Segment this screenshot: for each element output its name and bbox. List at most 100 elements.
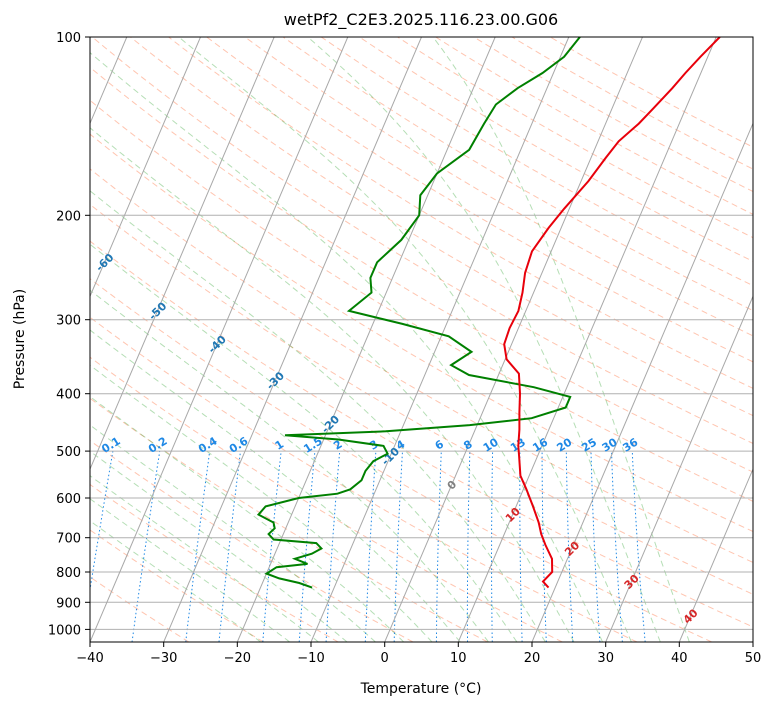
x-tick-label: −40 [76,651,103,666]
dry-adiabats [90,37,753,642]
y-tick-label: 200 [56,209,81,224]
x-axis-label: Temperature (°C) [360,681,482,697]
dry-adiabat-line [206,37,753,363]
y-tick-label: 1000 [48,623,81,638]
isotherm-line [384,37,643,642]
isotherm-line [90,37,201,298]
dry-adiabat-line [90,168,753,563]
isotherm-label: -80 [0,130,21,153]
mixing-ratio-line [590,451,601,642]
isotherm-line [678,467,753,642]
pressure-gridlines [90,37,753,630]
isotherm-line [457,37,717,642]
mixing-ratio-line [611,451,623,642]
moist-adiabat-line [307,37,661,642]
dry-adiabat-line [90,356,563,642]
mixing-ratio-label: 0.1 [99,434,122,455]
x-tick-label: 40 [671,651,688,666]
isotherm-label: -30 [264,369,287,392]
x-tick-label: −20 [224,651,251,666]
moist-adiabat-line [90,289,489,642]
mixing-ratio-lines [90,451,646,642]
mixing-ratio-line [262,451,282,642]
mixing-ratio-label: 16 [530,435,550,454]
chart-title: wetPf2_C2E3.2025.116.23.00.G06 [284,10,558,30]
mixing-ratio-label: 0.6 [227,434,251,456]
moist-adiabat-line [90,424,376,642]
dry-adiabat-line [90,203,753,595]
plot-frame [89,36,754,643]
mixing-ratio-line [218,451,241,642]
moist-adiabat-line [90,51,604,642]
dewpoint-series-line [256,37,581,589]
moist-adiabat-line [90,127,575,642]
mixing-ratio-label: 20 [555,435,575,454]
mixing-ratio-line [491,451,494,642]
mixing-ratio-label: 8 [461,438,474,453]
mixing-ratio-label: 0.4 [196,434,220,456]
mixing-ratio-line [364,451,377,642]
x-tick-label: 10 [450,651,467,666]
dry-adiabat-line [90,133,753,533]
isotherm-line [531,122,753,642]
dry-adiabat-line [90,278,712,642]
isotherm-line [163,37,422,642]
dry-adiabat-line [511,37,753,170]
mixing-ratio-label: 10 [481,435,501,454]
dry-adiabat-line [90,397,488,642]
moist-adiabat-line [90,450,348,642]
mixing-ratio-line [90,451,114,593]
temperature-series-line [503,37,721,589]
moist-adiabat-line [90,364,433,642]
x-tick-label: −10 [297,651,324,666]
y-tick-label: 900 [56,596,81,611]
y-tick-label: 700 [56,532,81,547]
mixing-ratio-line [466,451,471,642]
moist-adiabat-line [90,395,405,642]
dry-adiabat-line [90,240,753,628]
isotherm-line [90,37,349,642]
y-axis-ticks: 1000 900 800 700 600 500 400 300 200 100 [48,31,90,638]
isotherm-label: -60 [93,251,116,274]
y-tick-label: 300 [56,314,81,329]
isotherm-line [310,37,570,642]
dry-adiabat-line [90,66,753,473]
x-tick-label: 50 [745,651,762,666]
moist-adiabat-line [90,498,290,642]
isotherm-label: -40 [206,333,229,356]
y-tick-label: 100 [56,31,81,46]
mixing-ratio-label: 6 [433,437,447,452]
mixing-ratio-labels: 0.1 0.2 0.4 0.6 1 1.5 2 3 4 6 8 10 13 16 20 25 30 36 [99,434,640,456]
dry-adiabat-line [244,37,753,337]
plot-area: -100-90-80-70-60-50-40-30-20-10010203040… [0,37,753,642]
dry-adiabat-line [168,37,753,389]
isotherm-label: 0 [445,478,460,493]
y-tick-label: 800 [56,566,81,581]
dry-adiabat-line [90,316,638,642]
moist-adiabat-line [90,243,518,642]
dry-adiabat-line [90,576,190,642]
mixing-ratio-label: 30 [600,435,620,454]
isotherm-line [752,640,753,642]
x-tick-label: 30 [597,651,614,666]
isotherm-label: 40 [681,606,701,626]
moist-adiabats [90,37,690,642]
x-tick-label: 20 [524,651,541,666]
y-tick-label: 400 [56,388,81,403]
dry-adiabat-line [435,37,753,215]
x-tick-label: −30 [150,651,177,666]
y-tick-label: 500 [56,445,81,460]
isotherm-line [605,295,753,642]
mixing-ratio-line [435,451,442,642]
y-tick-label: 600 [56,492,81,507]
y-axis-label: Pressure (hPa) [12,289,28,389]
isotherm-label: 20 [562,539,582,559]
mixing-ratio-label: 25 [579,436,599,455]
x-tick-label: 0 [381,651,389,666]
dry-adiabat-line [90,440,414,642]
moist-adiabat-line [90,520,262,642]
moist-adiabat-line [90,475,319,642]
mixing-ratio-line [298,451,316,642]
moist-adiabat-line [90,190,546,642]
